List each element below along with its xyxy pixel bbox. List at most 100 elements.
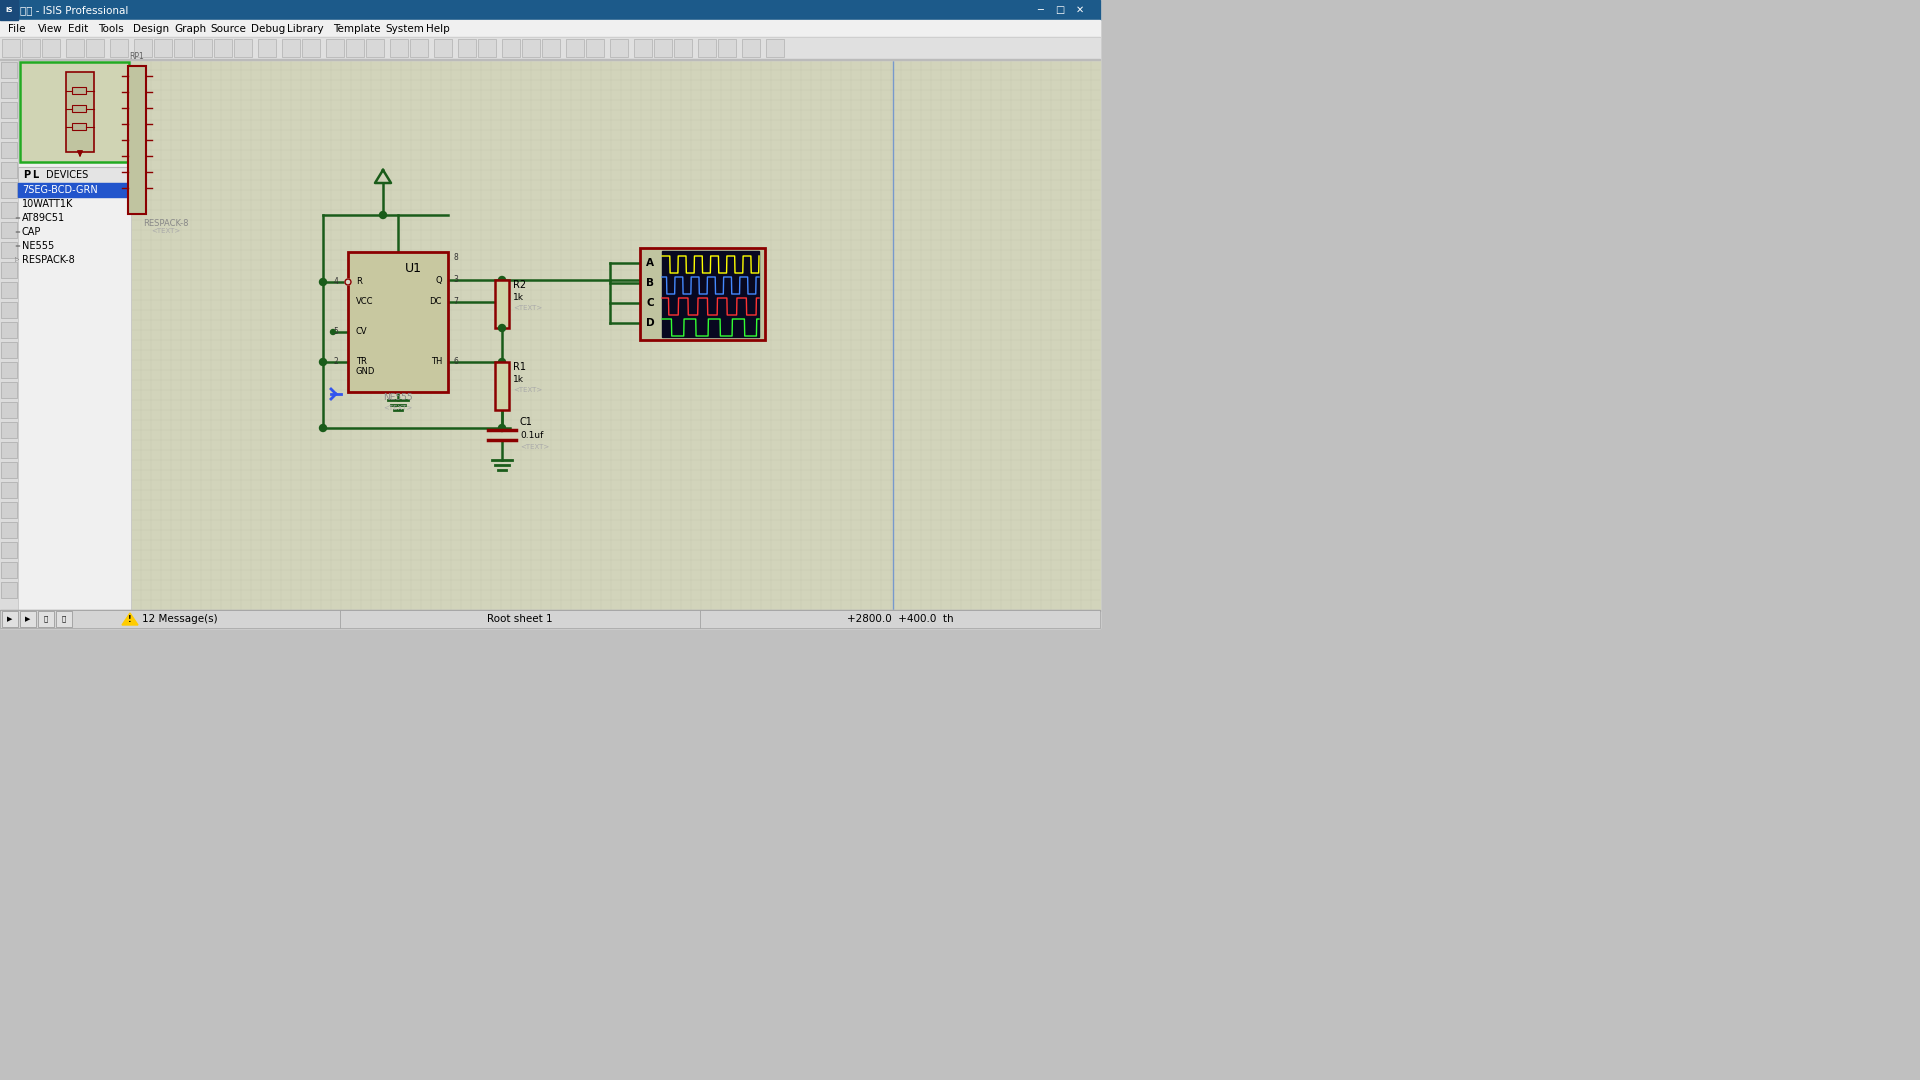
Text: R: R <box>355 278 361 286</box>
Text: AT89C51: AT89C51 <box>21 213 65 222</box>
Text: <TEXT>: <TEXT> <box>152 228 180 234</box>
Bar <box>0 610 340 627</box>
Text: Debug: Debug <box>252 24 286 33</box>
Text: 4: 4 <box>334 278 338 286</box>
Bar <box>234 39 252 57</box>
Bar <box>194 39 211 57</box>
Text: 1k: 1k <box>513 293 524 301</box>
Text: 6: 6 <box>453 357 457 366</box>
Bar <box>718 39 735 57</box>
Bar <box>634 39 653 57</box>
Bar <box>301 39 321 57</box>
Text: RESPACK-8: RESPACK-8 <box>21 255 75 265</box>
Bar <box>541 39 561 57</box>
Bar <box>2 62 17 78</box>
Bar <box>2 462 17 478</box>
Bar <box>2 262 17 278</box>
Text: 1k: 1k <box>513 375 524 383</box>
Bar <box>131 60 1100 610</box>
Bar <box>21 39 40 57</box>
Text: =: = <box>13 243 19 249</box>
Text: 仿真 - ISIS Professional: 仿真 - ISIS Professional <box>19 5 129 15</box>
Circle shape <box>499 424 505 432</box>
Text: Q: Q <box>436 275 442 284</box>
Bar <box>2 222 17 238</box>
Bar <box>2 442 17 458</box>
Bar <box>65 72 94 152</box>
Bar <box>2 183 17 198</box>
Bar <box>17 60 131 610</box>
Bar <box>2 522 17 538</box>
Text: CAP: CAP <box>21 227 42 237</box>
Bar <box>566 39 584 57</box>
Circle shape <box>499 324 505 332</box>
Bar <box>2 342 17 357</box>
Bar <box>2 611 17 627</box>
Bar <box>154 39 173 57</box>
Text: !: ! <box>129 616 132 624</box>
Text: 5: 5 <box>334 327 338 337</box>
Text: System: System <box>386 24 424 33</box>
Text: ✕: ✕ <box>1075 5 1085 15</box>
Bar <box>2 422 17 438</box>
Circle shape <box>319 359 326 365</box>
Text: ─: ─ <box>1037 5 1043 15</box>
Bar <box>19 62 129 162</box>
Text: =: = <box>13 229 19 235</box>
Text: CV: CV <box>355 327 367 337</box>
Bar <box>65 39 84 57</box>
Bar <box>2 282 17 298</box>
Bar <box>2 362 17 378</box>
Text: <TEXT>: <TEXT> <box>384 405 413 411</box>
Text: NE555: NE555 <box>384 393 413 402</box>
Bar <box>2 122 17 138</box>
Bar <box>346 39 365 57</box>
Bar <box>1100 0 1920 1080</box>
Text: □: □ <box>1056 5 1064 15</box>
Text: P: P <box>23 170 31 180</box>
Bar <box>0 610 1100 627</box>
Bar <box>2 39 19 57</box>
Bar <box>213 39 232 57</box>
Text: TH: TH <box>430 357 442 366</box>
Text: 7: 7 <box>453 297 457 307</box>
Bar <box>662 251 758 337</box>
Bar <box>0 0 1100 627</box>
Polygon shape <box>123 613 138 625</box>
Bar <box>134 39 152 57</box>
Bar <box>2 141 17 158</box>
Bar <box>348 252 447 392</box>
Bar <box>42 39 60 57</box>
Bar <box>2 242 17 258</box>
Text: NE555: NE555 <box>21 241 54 251</box>
Bar <box>175 39 192 57</box>
Circle shape <box>380 212 386 218</box>
Text: 2: 2 <box>334 357 338 366</box>
Circle shape <box>499 276 505 283</box>
Bar <box>17 167 131 183</box>
Text: 12 Message(s): 12 Message(s) <box>142 615 217 624</box>
Bar <box>0 38 1100 60</box>
Bar <box>0 0 1100 21</box>
Text: <TEXT>: <TEXT> <box>513 305 541 311</box>
Bar <box>2 82 17 98</box>
Bar <box>478 39 495 57</box>
Bar <box>2 402 17 418</box>
Text: DC: DC <box>430 297 442 307</box>
Text: View: View <box>38 24 63 33</box>
Text: Library: Library <box>286 24 323 33</box>
Text: File: File <box>8 24 25 33</box>
Text: C1: C1 <box>520 417 534 427</box>
Bar <box>340 610 701 627</box>
Bar <box>73 123 86 130</box>
Bar <box>501 39 520 57</box>
Bar <box>2 322 17 338</box>
Text: A: A <box>645 258 655 268</box>
Bar <box>0 60 17 610</box>
Circle shape <box>319 279 326 285</box>
Text: 8: 8 <box>453 253 457 261</box>
Bar <box>129 66 146 214</box>
Bar <box>522 39 540 57</box>
Bar <box>367 39 384 57</box>
Text: Help: Help <box>426 24 449 33</box>
